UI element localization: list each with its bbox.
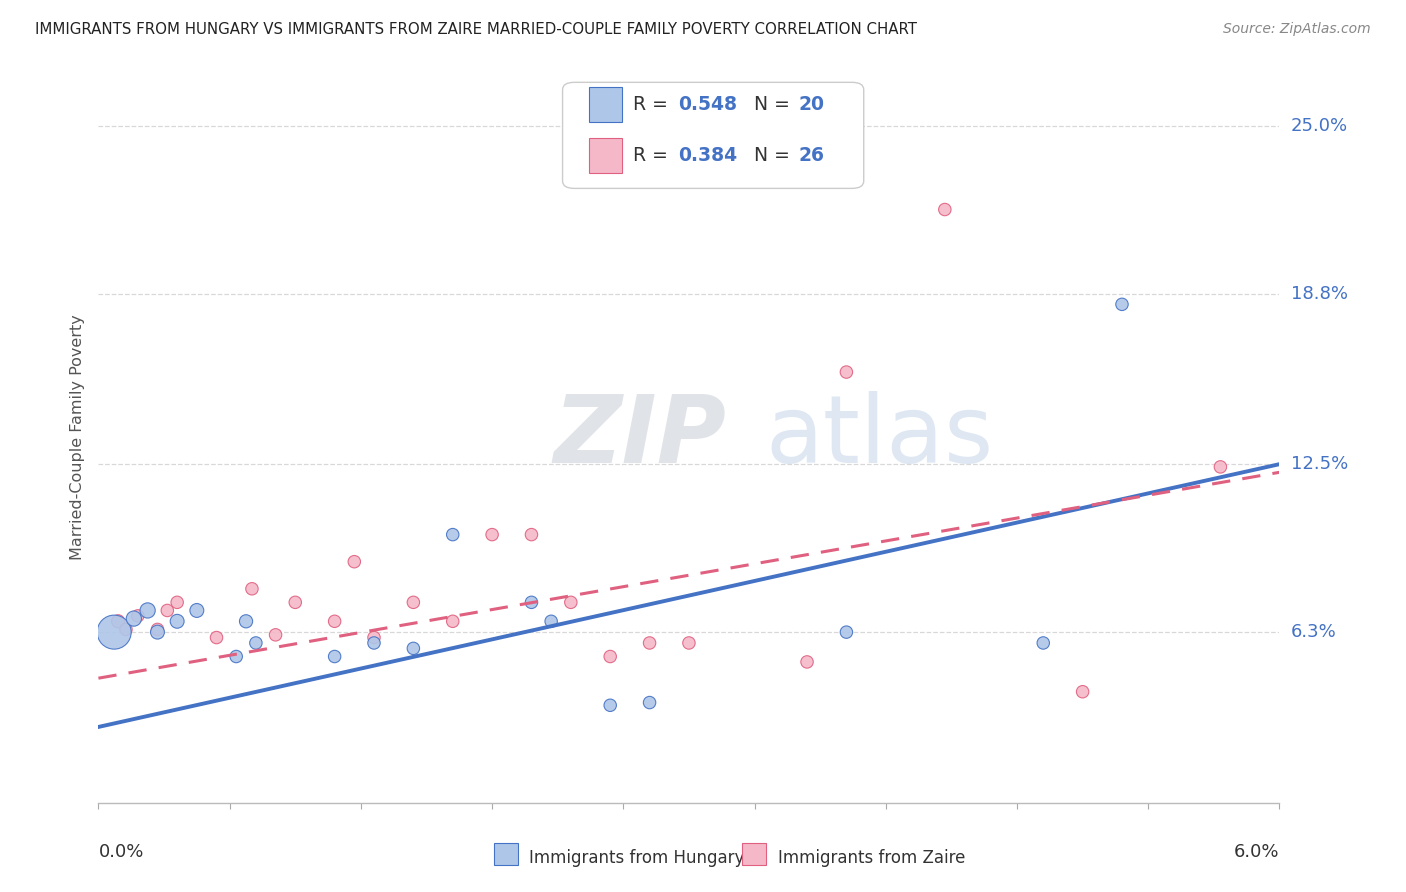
Bar — [494, 843, 517, 865]
Point — [186, 603, 208, 617]
Text: Immigrants from Zaire: Immigrants from Zaire — [778, 848, 965, 867]
Point — [107, 615, 129, 629]
Point — [441, 615, 464, 629]
Point — [1111, 297, 1133, 311]
Point — [146, 623, 169, 637]
Point — [284, 595, 307, 609]
Point — [127, 608, 149, 623]
Bar — [589, 138, 621, 173]
Text: 6.0%: 6.0% — [1234, 843, 1279, 861]
Text: N =: N = — [742, 146, 796, 165]
Point — [156, 603, 179, 617]
Text: 18.8%: 18.8% — [1291, 285, 1347, 302]
Text: IMMIGRANTS FROM HUNGARY VS IMMIGRANTS FROM ZAIRE MARRIED-COUPLE FAMILY POVERTY C: IMMIGRANTS FROM HUNGARY VS IMMIGRANTS FR… — [35, 22, 917, 37]
Text: 12.5%: 12.5% — [1291, 455, 1348, 473]
Text: atlas: atlas — [766, 391, 994, 483]
Point — [540, 615, 562, 629]
Point — [1032, 636, 1054, 650]
Point — [235, 615, 257, 629]
Point — [934, 202, 956, 217]
Point — [599, 698, 621, 713]
Point — [136, 603, 159, 617]
Point — [481, 527, 503, 541]
Point — [323, 649, 346, 664]
Point — [441, 527, 464, 541]
Point — [835, 625, 858, 640]
Point — [146, 625, 169, 640]
Point — [520, 595, 543, 609]
Point — [1071, 684, 1094, 698]
Point — [122, 611, 145, 625]
Point — [363, 636, 385, 650]
FancyBboxPatch shape — [562, 82, 863, 188]
Point — [205, 631, 228, 645]
Point — [240, 582, 263, 596]
Text: Source: ZipAtlas.com: Source: ZipAtlas.com — [1223, 22, 1371, 37]
Text: R =: R = — [634, 146, 675, 165]
Point — [103, 625, 125, 640]
Point — [402, 641, 425, 656]
Point — [835, 365, 858, 379]
Bar — [589, 87, 621, 122]
Text: 0.384: 0.384 — [678, 146, 737, 165]
Text: 26: 26 — [799, 146, 825, 165]
Point — [638, 636, 661, 650]
Y-axis label: Married-Couple Family Poverty: Married-Couple Family Poverty — [70, 314, 86, 560]
Text: 0.548: 0.548 — [678, 95, 737, 114]
Point — [678, 636, 700, 650]
Point — [343, 555, 366, 569]
Text: 25.0%: 25.0% — [1291, 117, 1348, 135]
Text: ZIP: ZIP — [553, 391, 725, 483]
Point — [115, 623, 138, 637]
Point — [402, 595, 425, 609]
Text: 0.0%: 0.0% — [98, 843, 143, 861]
Point — [323, 615, 346, 629]
Text: Immigrants from Hungary: Immigrants from Hungary — [530, 848, 745, 867]
Point — [166, 595, 188, 609]
Text: 6.3%: 6.3% — [1291, 624, 1336, 641]
Point — [166, 615, 188, 629]
Text: N =: N = — [742, 95, 796, 114]
Point — [638, 696, 661, 710]
Bar — [742, 843, 766, 865]
Point — [264, 628, 287, 642]
Point — [599, 649, 621, 664]
Point — [245, 636, 267, 650]
Text: R =: R = — [634, 95, 675, 114]
Text: 20: 20 — [799, 95, 825, 114]
Point — [520, 527, 543, 541]
Point — [363, 631, 385, 645]
Point — [560, 595, 582, 609]
Point — [796, 655, 818, 669]
Point — [1209, 459, 1232, 474]
Point — [225, 649, 247, 664]
